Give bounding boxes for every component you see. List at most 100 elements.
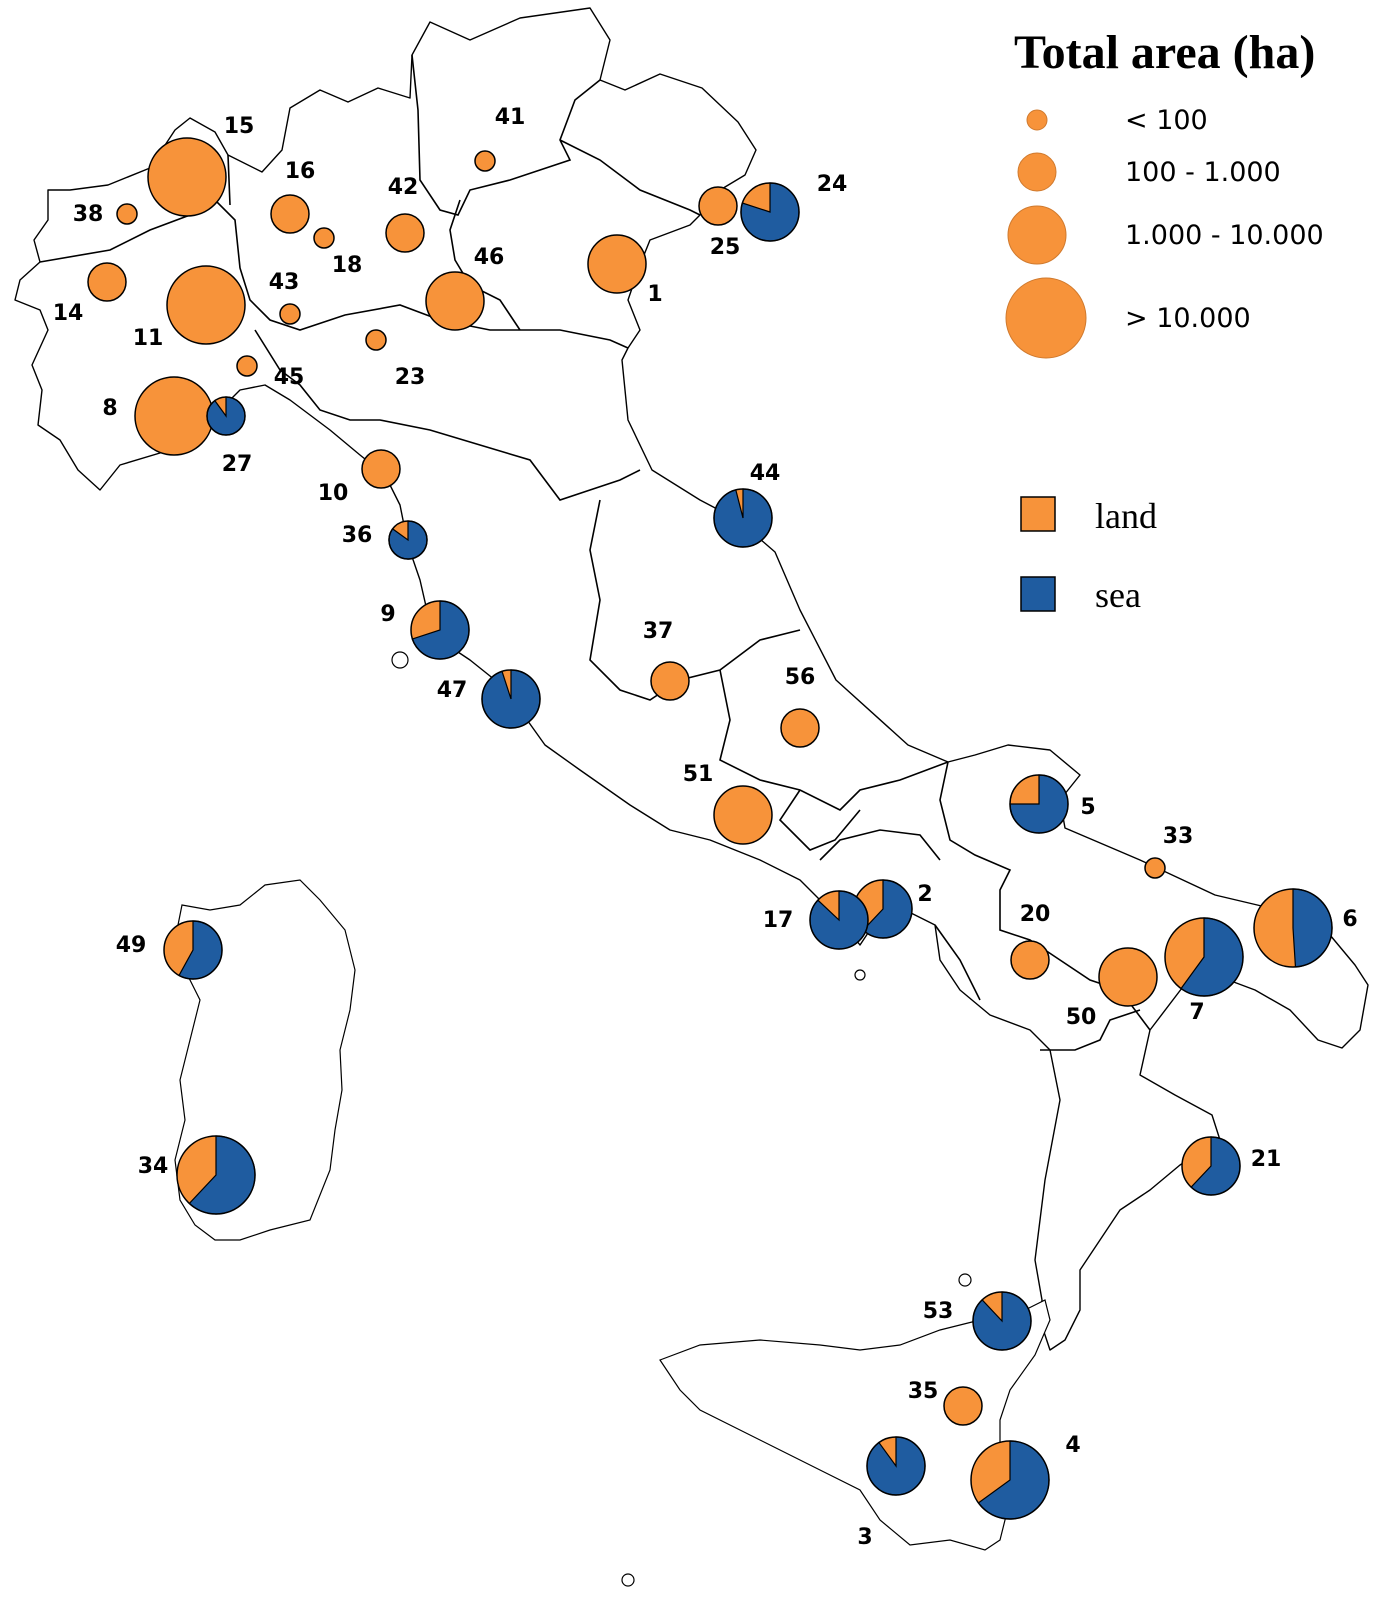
site-marker-44-outline <box>713 488 773 548</box>
site-marker-6 <box>1253 888 1333 968</box>
site-marker-9 <box>410 600 470 660</box>
site-marker-10 <box>361 449 401 489</box>
site-label-42: 42 <box>388 175 419 200</box>
site-label-44: 44 <box>750 461 781 486</box>
site-marker-35 <box>943 1386 983 1426</box>
site-marker-18-land <box>313 227 335 249</box>
site-marker-49-outline <box>163 920 223 980</box>
site-marker-24-outline <box>740 182 800 242</box>
mainland-outline <box>14 7 1369 1351</box>
site-marker-10-land <box>361 449 401 489</box>
site-label-43: 43 <box>269 270 300 295</box>
site-marker-49 <box>163 920 223 980</box>
site-marker-16 <box>270 194 310 234</box>
legend-size-label-1: < 100 <box>1125 105 1208 136</box>
site-label-23: 23 <box>395 365 426 390</box>
legend-size-circle-2 <box>1017 152 1057 192</box>
island-pantelleria <box>621 1573 635 1587</box>
site-label-45: 45 <box>274 365 305 390</box>
site-marker-5 <box>1009 774 1069 834</box>
site-label-20: 20 <box>1020 902 1051 927</box>
site-marker-46-land <box>425 271 485 331</box>
site-marker-34-outline <box>176 1135 256 1215</box>
site-marker-25-land <box>698 186 738 226</box>
site-label-27: 27 <box>222 452 253 477</box>
site-label-3: 3 <box>857 1525 872 1550</box>
site-marker-17-outline <box>809 890 869 950</box>
legend-size-label-3: 1.000 - 10.000 <box>1125 220 1324 251</box>
legend-size-label-4: > 10.000 <box>1125 303 1251 334</box>
legend-size-label-2: 100 - 1.000 <box>1125 157 1281 188</box>
site-marker-1 <box>587 234 647 294</box>
site-marker-50-land <box>1098 947 1158 1007</box>
site-marker-4-outline <box>970 1440 1050 1520</box>
site-marker-42-land <box>385 213 425 253</box>
site-label-49: 49 <box>116 933 147 958</box>
site-marker-11-land <box>166 265 246 345</box>
legend-size-circle-3 <box>1007 205 1067 265</box>
site-marker-33-land <box>1144 857 1166 879</box>
site-marker-37 <box>650 661 690 701</box>
site-label-8: 8 <box>102 396 117 421</box>
site-label-4: 4 <box>1065 1433 1080 1458</box>
site-marker-46 <box>425 271 485 331</box>
site-label-50: 50 <box>1066 1005 1097 1030</box>
site-label-10: 10 <box>318 481 349 506</box>
site-label-6: 6 <box>1342 907 1357 932</box>
site-marker-44 <box>713 488 773 548</box>
site-marker-34 <box>176 1135 256 1215</box>
site-label-37: 37 <box>643 619 674 644</box>
site-marker-53 <box>972 1291 1032 1351</box>
site-marker-43 <box>279 303 301 325</box>
site-marker-47-outline <box>481 669 541 729</box>
site-marker-17 <box>809 890 869 950</box>
site-marker-2 <box>853 879 913 939</box>
site-marker-41-land <box>474 150 496 172</box>
site-marker-20-land <box>1010 940 1050 980</box>
site-marker-18 <box>313 227 335 249</box>
site-marker-9-outline <box>410 600 470 660</box>
site-marker-3-outline <box>866 1436 926 1496</box>
site-marker-21-outline <box>1181 1136 1241 1196</box>
site-label-11: 11 <box>133 326 164 351</box>
site-label-53: 53 <box>923 1299 954 1324</box>
site-marker-27 <box>206 396 246 436</box>
legend-size-circle-1 <box>1026 109 1048 131</box>
site-marker-36 <box>388 520 428 560</box>
site-label-25: 25 <box>710 235 741 260</box>
site-label-2: 2 <box>917 882 932 907</box>
site-marker-53-outline <box>972 1291 1032 1351</box>
island-aeolian <box>958 1273 972 1287</box>
site-marker-51-land <box>713 785 773 845</box>
site-marker-5-outline <box>1009 774 1069 834</box>
island-elba <box>391 651 409 669</box>
site-marker-37-land <box>650 661 690 701</box>
site-marker-15 <box>147 137 227 217</box>
site-marker-35-land <box>943 1386 983 1426</box>
site-label-1: 1 <box>647 282 662 307</box>
site-label-35: 35 <box>908 1379 939 1404</box>
site-marker-23-land <box>365 329 387 351</box>
site-marker-27-outline <box>206 396 246 436</box>
sicily-outline <box>659 1299 1051 1551</box>
site-label-15: 15 <box>224 114 255 139</box>
site-marker-36-outline <box>388 520 428 560</box>
legend-category-label-sea: sea <box>1095 575 1141 615</box>
legend-swatch-land <box>1020 496 1056 532</box>
site-marker-4 <box>970 1440 1050 1520</box>
site-marker-6-outline <box>1253 888 1333 968</box>
legend-categories: land sea <box>1020 496 1157 615</box>
site-label-16: 16 <box>285 159 316 184</box>
site-marker-21 <box>1181 1136 1241 1196</box>
legend-swatch-sea <box>1020 576 1056 612</box>
site-label-7: 7 <box>1189 1000 1204 1025</box>
site-marker-3 <box>866 1436 926 1496</box>
site-marker-20 <box>1010 940 1050 980</box>
site-label-33: 33 <box>1163 824 1194 849</box>
legend-size-classes: < 100 100 - 1.000 1.000 - 10.000 > 10.000 <box>1005 105 1324 359</box>
site-marker-15-land <box>147 137 227 217</box>
site-marker-11 <box>166 265 246 345</box>
site-marker-16-land <box>270 194 310 234</box>
site-label-38: 38 <box>73 202 104 227</box>
